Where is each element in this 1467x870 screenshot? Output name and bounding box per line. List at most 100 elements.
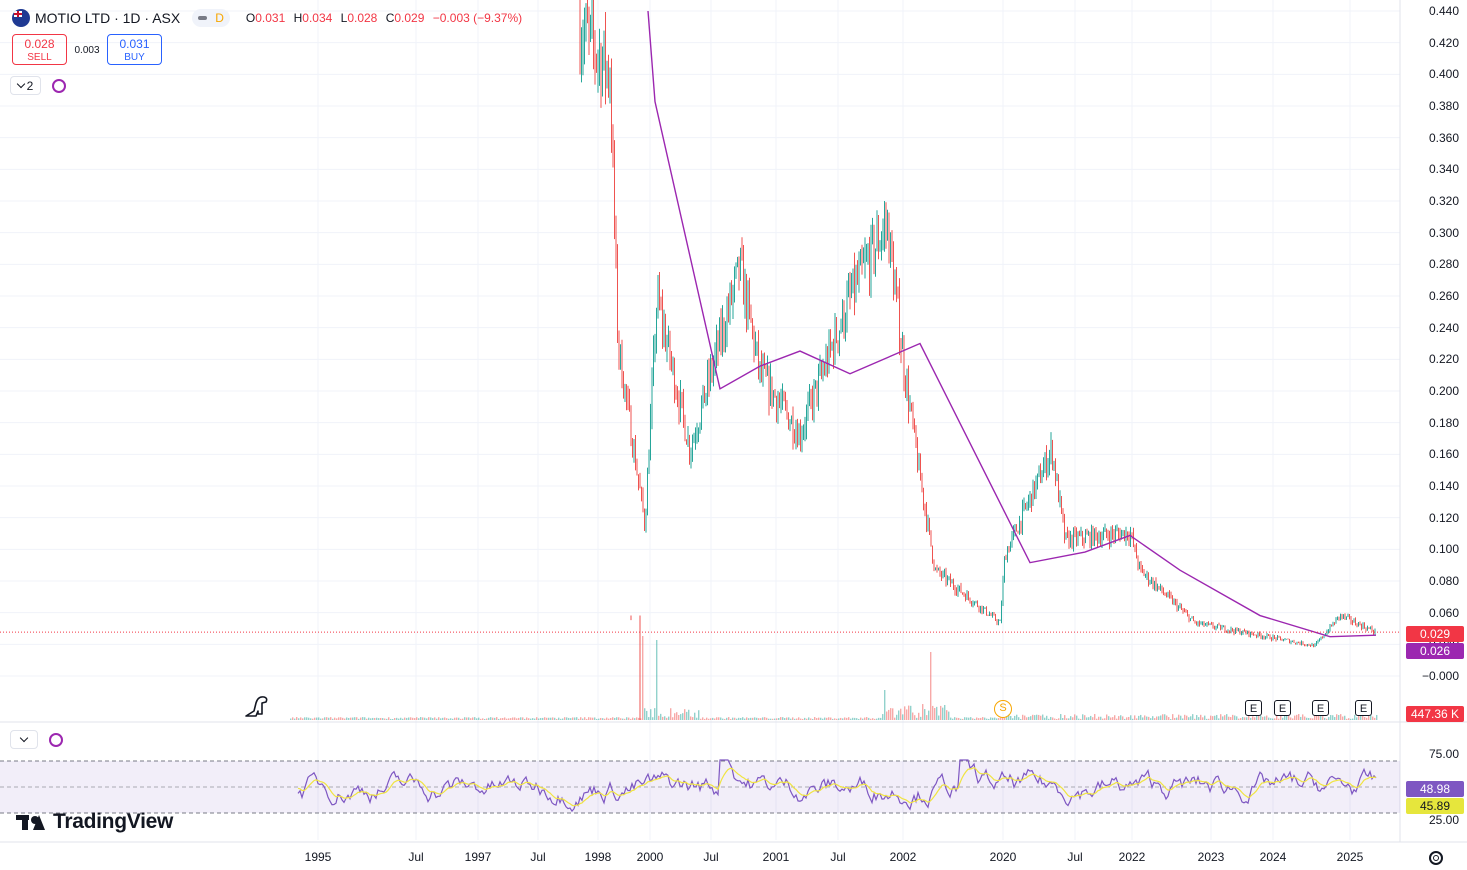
volume-bar [404,717,406,720]
volume-bar [912,712,914,720]
volume-bar [1006,716,1008,720]
volume-bar [1056,718,1058,720]
time-tick-label: 2022 [1118,850,1146,864]
volume-bar [452,718,454,720]
volume-bar [356,717,358,720]
earnings-event-badge[interactable]: E [1355,700,1372,716]
time-tick-label: 2000 [636,850,664,864]
volume-bar [552,717,554,720]
volume-bar [1350,718,1352,720]
volume-bar [1008,714,1010,720]
volume-bar [434,717,436,720]
volume-bar [402,718,404,720]
volume-bar [640,718,642,720]
settings-gear-icon[interactable] [1429,851,1443,865]
volume-bar [710,718,712,720]
volume-bar [424,717,426,720]
volume-bar [492,717,494,720]
market-status-badge[interactable]: D [192,9,230,27]
volume-bar [692,717,694,720]
volume-bar [1142,717,1144,720]
volume-bar [558,717,560,720]
volume-bar [606,717,608,720]
volume-bar [668,716,670,720]
volume-bar [802,718,804,720]
rsi-sync-icon[interactable] [49,733,63,747]
price-tick-label: 0.060 [1428,605,1459,620]
last-price-tag: 0.029 [1406,626,1464,642]
volume-bar [1370,714,1372,720]
volume-bar [632,717,634,720]
volume-bar [1154,718,1156,720]
volume-bar [888,709,890,720]
volume-bar [792,717,794,720]
volume-bar [726,717,728,720]
volume-bar [566,717,568,720]
volume-bar [446,718,448,720]
volume-bar [518,717,520,720]
volume-bar [320,718,322,720]
indicators-toggle-button[interactable]: 2 [10,76,41,95]
volume-bar [1296,714,1298,720]
volume-bar [590,717,592,720]
volume-bar [626,717,628,720]
time-tick-label: Jul [530,850,546,864]
volume-bar [908,705,910,720]
split-event-badge[interactable]: S [994,700,1012,718]
volume-bar [312,718,314,720]
volume-bar [406,717,408,720]
volume-bar [934,708,936,720]
volume-bar [786,717,788,720]
volume-bar [1280,715,1282,720]
sync-icon[interactable] [52,79,66,93]
time-tick-label: Jul [408,850,424,864]
volume-bar [554,717,556,720]
volume-bar [600,717,602,720]
volume-bar [734,717,736,720]
volume-bar [1226,714,1228,720]
volume-bar [930,652,932,720]
volume-bar [1094,714,1096,720]
volume-bar [970,717,972,720]
volume-bar [410,717,412,720]
volume-bar [948,711,950,720]
symbol-title[interactable]: MOTIO LTD · 1D · ASX [35,10,181,26]
volume-bar [1110,717,1112,720]
volume-bar [798,717,800,720]
price-tick-label: 0.140 [1428,479,1459,493]
tradingview-logo[interactable]: TradingView [16,810,173,834]
volume-bar [828,717,830,720]
volume-bar [1070,716,1072,720]
dinosaur-icon[interactable] [244,694,270,720]
high-value: 0.034 [302,11,333,25]
volume-bar [326,717,328,720]
volume-bar [1192,714,1194,720]
volume-bar [1290,717,1292,720]
volume-bar [426,718,428,720]
price-tick-label: −0.000 [1421,669,1459,683]
volume-bar [344,718,346,720]
volume-bar [1368,715,1370,720]
sell-label: SELL [27,52,52,63]
buy-button[interactable]: 0.031 BUY [107,34,162,65]
volume-bar [1138,715,1140,720]
volume-bar [1182,718,1184,720]
volume-bar [836,718,838,720]
volume-bar [1166,715,1168,720]
brand-name: TradingView [53,810,174,833]
volume-bar [1002,717,1004,720]
volume-bar [544,717,546,720]
earnings-event-badge[interactable]: E [1274,700,1291,716]
volume-bar [534,718,536,720]
volume-group [290,636,1378,720]
volume-bar [372,717,374,720]
volume-bar [1160,715,1162,720]
volume-bar [956,717,958,720]
sell-button[interactable]: 0.028 SELL [12,34,67,65]
rsi-pane-toggle-button[interactable] [10,730,38,749]
earnings-event-badge[interactable]: E [1312,700,1329,716]
volume-bar [1122,716,1124,720]
earnings-event-badge[interactable]: E [1245,700,1262,716]
